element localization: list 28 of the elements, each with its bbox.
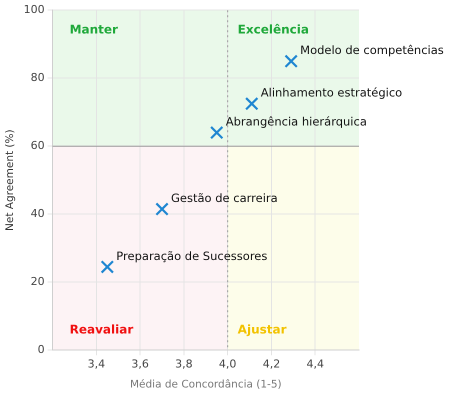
y-tick-label: 0 — [38, 343, 45, 356]
x-tick-label: 4,0 — [218, 358, 236, 371]
point — [245, 96, 259, 110]
x-axis-title: Média de Concordância (1-5) — [130, 378, 282, 390]
annotation: Gestão de carreira — [171, 191, 278, 206]
point — [210, 126, 224, 140]
x-tick-label: 3,4 — [88, 358, 106, 371]
y-tick-label: 40 — [30, 207, 45, 220]
annotation: Alinhamento estratégico — [260, 86, 402, 100]
x-tick-label: 3,8 — [175, 358, 193, 371]
y-axis-title: Net Agreement (%) — [4, 129, 16, 231]
point — [100, 260, 114, 274]
annotation: Manter — [70, 22, 118, 36]
y-tick-label: 60 — [30, 139, 45, 152]
y-tick-label: 80 — [30, 71, 45, 84]
annotation: Excelência — [238, 22, 309, 36]
x-tick-label: 3,6 — [131, 358, 149, 371]
y-tick-label: 100 — [24, 3, 45, 16]
x-tick-label: 4,2 — [262, 358, 280, 371]
point — [155, 202, 169, 216]
annotation: Preparação de Sucessores — [116, 248, 268, 263]
annotation: Ajustar — [238, 322, 287, 336]
point — [284, 54, 298, 68]
annotation: Modelo de competências — [300, 43, 444, 58]
x-tick-label: 4,4 — [306, 358, 324, 371]
annotation: Reavaliar — [70, 322, 134, 336]
y-tick-label: 20 — [30, 275, 45, 288]
annotation: Abrangência hierárquica — [226, 114, 367, 129]
